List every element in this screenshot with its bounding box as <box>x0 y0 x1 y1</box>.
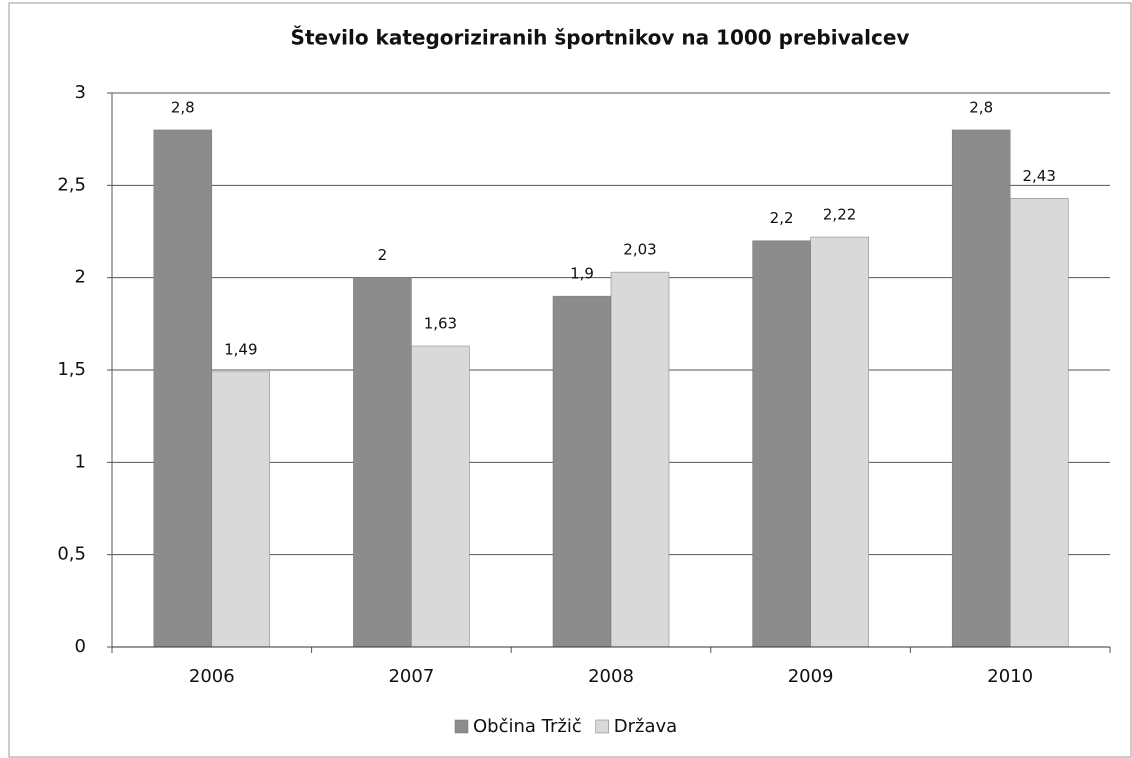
y-tick-label: 1,5 <box>57 359 86 380</box>
bar <box>411 345 470 648</box>
x-tick-label: 2009 <box>788 666 834 687</box>
bar <box>353 277 412 648</box>
bar <box>610 271 670 648</box>
x-tick-label: 2010 <box>987 666 1033 687</box>
x-tick-label: 2007 <box>388 666 434 687</box>
value-label: 1,9 <box>570 265 594 283</box>
bar <box>211 371 271 648</box>
chart-title: Število kategoriziranih športnikov na 10… <box>291 26 910 50</box>
value-label: 2,43 <box>1022 167 1055 185</box>
y-tick-label: 2,5 <box>57 174 86 195</box>
bar <box>810 236 869 648</box>
bar <box>153 129 213 648</box>
y-tick-label: 0 <box>75 636 86 657</box>
bar <box>1009 198 1069 648</box>
bar <box>752 240 811 648</box>
value-label: 1,63 <box>424 314 457 332</box>
value-label: 2 <box>378 246 388 264</box>
x-tick-label: 2006 <box>189 666 235 687</box>
legend-swatch <box>595 719 609 734</box>
value-label: 2,22 <box>823 206 856 224</box>
y-tick-label: 2 <box>75 267 86 288</box>
legend-label: Država <box>614 716 677 737</box>
y-tick-label: 1 <box>75 451 86 472</box>
value-label: 1,49 <box>224 340 257 358</box>
value-label: 2,8 <box>969 98 993 116</box>
legend-swatch <box>454 719 469 734</box>
bar <box>951 129 1011 648</box>
bar <box>552 295 612 648</box>
value-label: 2,8 <box>171 98 195 116</box>
y-tick-label: 3 <box>75 82 86 103</box>
value-label: 2,2 <box>770 209 794 227</box>
y-tick-label: 0,5 <box>57 544 86 565</box>
x-tick-label: 2008 <box>588 666 634 687</box>
legend-label: Občina Tržič <box>473 716 582 737</box>
value-label: 2,03 <box>623 241 656 259</box>
